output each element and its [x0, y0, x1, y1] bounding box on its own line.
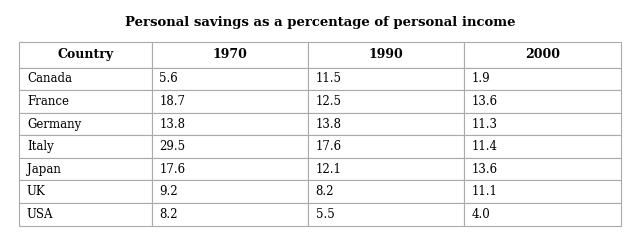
Bar: [465, 180, 621, 203]
Bar: [152, 68, 308, 90]
Text: 5.6: 5.6: [159, 72, 178, 86]
Text: UK: UK: [27, 185, 45, 198]
Bar: [152, 42, 308, 68]
Text: USA: USA: [27, 208, 53, 221]
Text: 8.2: 8.2: [316, 185, 334, 198]
Bar: [465, 203, 621, 226]
Bar: [308, 90, 465, 113]
Bar: [465, 158, 621, 180]
Bar: [308, 203, 465, 226]
Text: 8.2: 8.2: [159, 208, 178, 221]
Text: 1990: 1990: [369, 48, 404, 62]
Text: 1970: 1970: [212, 48, 247, 62]
Bar: [19, 203, 152, 226]
Text: 11.4: 11.4: [472, 140, 498, 153]
Bar: [19, 158, 152, 180]
Bar: [308, 158, 465, 180]
Text: 18.7: 18.7: [159, 95, 185, 108]
Text: 17.6: 17.6: [159, 163, 186, 176]
Bar: [19, 90, 152, 113]
Text: Country: Country: [58, 48, 113, 62]
Text: 29.5: 29.5: [159, 140, 186, 153]
Text: 13.8: 13.8: [316, 118, 342, 131]
Bar: [19, 180, 152, 203]
Text: 13.6: 13.6: [472, 163, 498, 176]
Bar: [465, 90, 621, 113]
Text: 12.1: 12.1: [316, 163, 342, 176]
Bar: [465, 113, 621, 135]
Bar: [19, 135, 152, 158]
Text: 13.8: 13.8: [159, 118, 185, 131]
Bar: [152, 135, 308, 158]
Bar: [19, 68, 152, 90]
Text: Germany: Germany: [27, 118, 81, 131]
Text: 12.5: 12.5: [316, 95, 342, 108]
Bar: [308, 180, 465, 203]
Bar: [308, 113, 465, 135]
Text: 9.2: 9.2: [159, 185, 178, 198]
Text: Personal savings as a percentage of personal income: Personal savings as a percentage of pers…: [125, 16, 515, 29]
Bar: [465, 42, 621, 68]
Text: 1.9: 1.9: [472, 72, 491, 86]
Text: France: France: [27, 95, 69, 108]
Bar: [19, 42, 152, 68]
Bar: [152, 90, 308, 113]
Text: 11.1: 11.1: [472, 185, 498, 198]
Text: Japan: Japan: [27, 163, 61, 176]
Text: 2000: 2000: [525, 48, 560, 62]
Text: 11.5: 11.5: [316, 72, 342, 86]
Text: 11.3: 11.3: [472, 118, 498, 131]
Bar: [152, 158, 308, 180]
Bar: [308, 135, 465, 158]
Bar: [308, 42, 465, 68]
Bar: [465, 135, 621, 158]
Bar: [19, 113, 152, 135]
Bar: [152, 180, 308, 203]
Bar: [308, 68, 465, 90]
Text: 17.6: 17.6: [316, 140, 342, 153]
Text: 13.6: 13.6: [472, 95, 498, 108]
Text: Canada: Canada: [27, 72, 72, 86]
Bar: [465, 68, 621, 90]
Text: Italy: Italy: [27, 140, 54, 153]
Text: 5.5: 5.5: [316, 208, 334, 221]
Bar: [152, 113, 308, 135]
Text: 4.0: 4.0: [472, 208, 491, 221]
Bar: [152, 203, 308, 226]
